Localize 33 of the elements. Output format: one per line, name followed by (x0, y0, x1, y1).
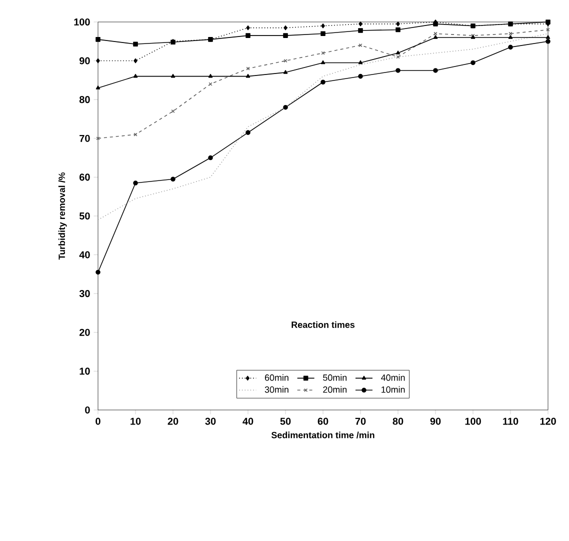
y-tick-label: 40 (79, 251, 90, 258)
x-tick-label: 110 (503, 418, 518, 425)
legend-label: 20min (323, 386, 347, 393)
x-tick-label: 80 (392, 418, 404, 425)
legend-label: 10min (382, 386, 405, 393)
y-tick-label: 90 (80, 57, 90, 64)
x-tick-label: 90 (430, 418, 441, 425)
x-tick-label: 70 (355, 418, 366, 425)
legend-title: Reaction times (292, 321, 355, 328)
x-tick-label: 30 (205, 418, 216, 425)
x-tick-label: 40 (242, 418, 254, 425)
y-tick-label: 20 (80, 328, 90, 336)
legend-label: 50min (323, 374, 347, 381)
y-tick-label: 10 (80, 368, 90, 375)
y-tick-label: 50 (79, 212, 90, 220)
y-tick-label: 60 (80, 174, 90, 181)
y-tick-label: 80 (79, 96, 90, 104)
y-tick-label: 30 (79, 290, 90, 298)
x-tick-label: 100 (465, 418, 481, 425)
x-tick-label: 50 (280, 418, 291, 425)
x-tick-label: 10 (130, 418, 141, 425)
x-axis-title: Sedimentation time /min (271, 432, 374, 438)
x-tick-label: 0 (96, 418, 100, 425)
x-tick-label: 60 (318, 418, 328, 425)
y-tick-label: 100 (74, 18, 90, 26)
x-tick-label: 120 (540, 418, 556, 425)
y-axis-title: Turbidity removal /% (58, 172, 67, 260)
legend-label: 30min (264, 386, 288, 393)
y-tick-label: 0 (85, 406, 90, 414)
legend-label: 40min (381, 374, 405, 381)
x-tick-label: 20 (168, 418, 178, 425)
legend-label: 60min (264, 374, 288, 381)
y-tick-label: 70 (80, 134, 90, 142)
